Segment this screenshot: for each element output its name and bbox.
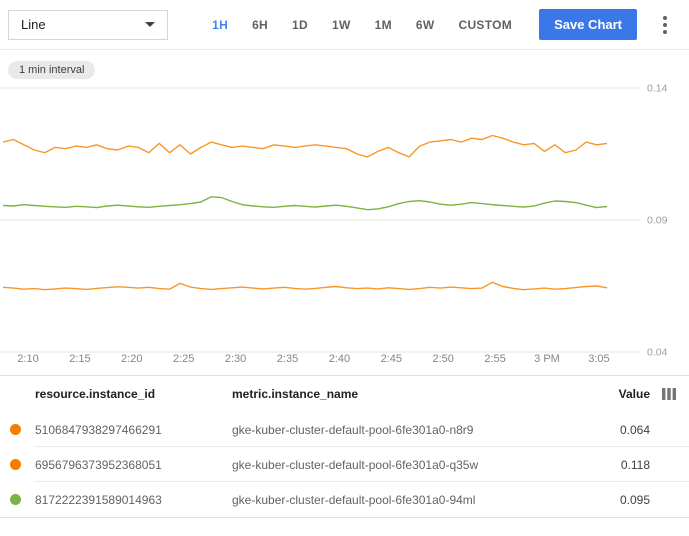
chevron-down-icon <box>145 22 155 27</box>
y-axis-tick: 0.14 <box>647 83 668 95</box>
series-color-dot <box>10 494 21 505</box>
more-options-icon[interactable] <box>653 13 677 37</box>
range-button-6h[interactable]: 6H <box>245 10 275 40</box>
metric-name-cell: gke-kuber-cluster-default-pool-6fe301a0-… <box>232 457 479 472</box>
x-axis-tick: 2:40 <box>329 353 350 365</box>
column-header-instance-id[interactable]: resource.instance_id <box>35 387 156 401</box>
value-cell: 0.095 <box>619 492 650 507</box>
series-color-dot <box>10 424 21 435</box>
chart-type-select[interactable]: Line <box>8 9 168 40</box>
x-axis-tick: 2:35 <box>277 353 298 365</box>
chart-area: 1 min interval 0.14 0.09 0.04 2:10 2:15 2:20 2… <box>0 50 689 372</box>
x-axis-tick: 2:30 <box>225 353 246 365</box>
range-button-1w[interactable]: 1W <box>325 10 358 40</box>
value-cell: 0.064 <box>619 422 650 437</box>
column-header-value[interactable]: Value <box>618 387 650 401</box>
x-axis-tick: 2:50 <box>432 353 453 365</box>
series-line <box>2 196 608 211</box>
x-axis-tick: 2:45 <box>381 353 402 365</box>
value-cell: 0.118 <box>620 457 650 472</box>
line-chart[interactable]: 0.14 0.09 0.04 2:10 2:15 2:20 2:25 2:30 2:35 2:40… <box>0 50 689 372</box>
series-color-cell <box>0 459 35 470</box>
range-button-1d[interactable]: 1D <box>285 10 315 40</box>
range-button-1h[interactable]: 1H <box>205 10 235 40</box>
interval-chip: 1 min interval <box>8 61 96 79</box>
x-axis-tick: 2:15 <box>69 353 90 365</box>
instance-id-cell: 6956796373952368051 <box>35 457 162 472</box>
instance-id-cell: 5106847938297466291 <box>35 422 162 437</box>
metric-name-cell: gke-kuber-cluster-default-pool-6fe301a0-… <box>232 422 474 437</box>
save-chart-button[interactable]: Save Chart <box>539 9 637 40</box>
x-axis-tick: 2:20 <box>121 353 142 365</box>
metric-name-cell: gke-kuber-cluster-default-pool-6fe301a0-… <box>232 492 476 507</box>
series-color-cell <box>0 494 35 505</box>
series-color-dot <box>10 459 21 470</box>
y-axis-tick: 0.09 <box>647 215 668 227</box>
chart-toolbar: Line 1H 6H 1D 1W 1M 6W CUSTOM Save Chart <box>0 0 689 50</box>
legend-table-body: 5106847938297466291 gke-kuber-cluster-def… <box>0 412 689 517</box>
series-line <box>2 134 608 158</box>
table-row[interactable]: 6956796373952368051 gke-kuber-cluster-def… <box>0 447 689 482</box>
series-line <box>2 281 608 291</box>
column-header-metric-name[interactable]: metric.instance_name <box>232 387 359 401</box>
legend-table: resource.instance_id metric.instance_nam… <box>0 375 689 518</box>
y-axis-tick: 0.04 <box>647 347 668 359</box>
x-axis-tick: 2:10 <box>17 353 38 365</box>
series-color-cell <box>0 424 35 435</box>
x-axis-tick: 3 PM <box>534 353 560 365</box>
x-axis-tick: 3:05 <box>588 353 609 365</box>
range-button-1m[interactable]: 1M <box>368 10 399 40</box>
instance-id-cell: 8172222391589014963 <box>35 492 162 507</box>
table-row[interactable]: 5106847938297466291 gke-kuber-cluster-def… <box>0 412 689 447</box>
range-button-custom[interactable]: CUSTOM <box>451 10 519 40</box>
column-settings-icon[interactable] <box>650 387 689 401</box>
time-range-group: 1H 6H 1D 1W 1M 6W CUSTOM <box>205 10 519 40</box>
x-axis-tick: 2:55 <box>484 353 505 365</box>
x-axis-tick: 2:25 <box>173 353 194 365</box>
chart-type-value: Line <box>21 17 46 32</box>
range-button-6w[interactable]: 6W <box>409 10 442 40</box>
legend-table-header: resource.instance_id metric.instance_nam… <box>0 376 689 412</box>
table-row[interactable]: 8172222391589014963 gke-kuber-cluster-def… <box>0 482 689 517</box>
